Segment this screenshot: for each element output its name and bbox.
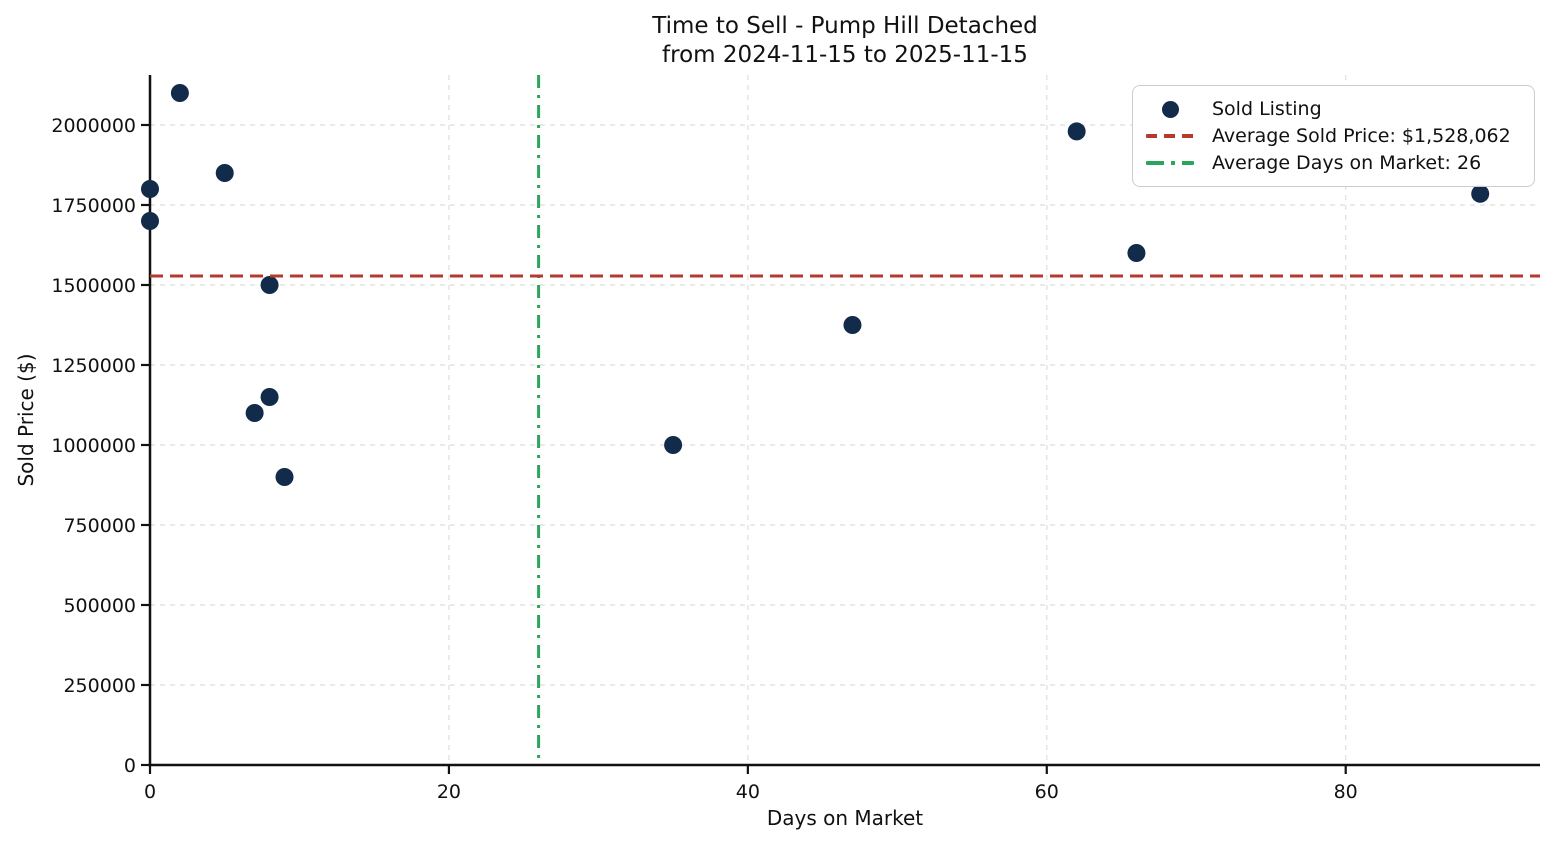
y-tick-label: 0	[124, 755, 136, 777]
y-tick-label: 1750000	[51, 195, 136, 217]
data-point	[245, 404, 264, 422]
x-tick-label: 40	[736, 781, 760, 803]
legend-swatch-cell	[1145, 134, 1195, 138]
avg-days-dashdot-line-icon	[1146, 161, 1194, 165]
legend-item-sold-listing: Sold Listing	[1145, 96, 1522, 122]
data-point	[275, 468, 294, 486]
legend-swatch-cell	[1145, 100, 1195, 118]
x-tick-label: 60	[1035, 781, 1059, 803]
x-tick-label: 80	[1334, 781, 1358, 803]
legend-swatch-cell	[1145, 161, 1195, 165]
legend: Sold Listing Average Sold Price: $1,528,…	[1132, 85, 1535, 187]
data-point	[141, 180, 159, 198]
chart-title-line2: from 2024-11-15 to 2025-11-15	[662, 42, 1028, 69]
chart-title-line1: Time to Sell - Pump Hill Detached	[652, 13, 1038, 39]
data-point	[664, 436, 683, 454]
y-tick-label: 750000	[63, 515, 136, 537]
y-axis-title: Sold Price ($)	[14, 353, 38, 487]
data-point	[215, 164, 234, 182]
legend-item-avg-days: Average Days on Market: 26	[1145, 150, 1522, 176]
y-tick-label: 250000	[63, 675, 136, 697]
legend-label-sold-listing: Sold Listing	[1212, 98, 1322, 120]
y-tick-label: 2000000	[51, 115, 136, 137]
y-tick-label: 1000000	[51, 435, 136, 457]
legend-label-avg-days: Average Days on Market: 26	[1212, 152, 1482, 174]
data-point	[1067, 122, 1086, 141]
data-point	[1471, 184, 1490, 203]
x-tick-label: 20	[437, 781, 461, 803]
data-point	[170, 84, 189, 102]
legend-item-avg-price: Average Sold Price: $1,528,062	[1145, 123, 1522, 149]
data-point	[843, 316, 862, 334]
x-tick-label: 0	[144, 781, 156, 803]
y-tick-label: 500000	[63, 595, 136, 617]
x-axis-title: Days on Market	[766, 806, 924, 830]
data-point	[141, 212, 159, 230]
y-tick-label: 1500000	[51, 275, 136, 297]
data-point	[1127, 244, 1146, 262]
avg-price-dashed-line-icon	[1146, 134, 1194, 138]
data-point	[260, 276, 279, 294]
sold-listing-dot-icon	[1161, 100, 1179, 118]
legend-label-avg-price: Average Sold Price: $1,528,062	[1212, 125, 1511, 147]
data-point	[260, 388, 279, 406]
chart-title: Time to Sell - Pump Hill Detached from 2…	[150, 12, 1540, 71]
y-tick-label: 1250000	[51, 355, 136, 377]
